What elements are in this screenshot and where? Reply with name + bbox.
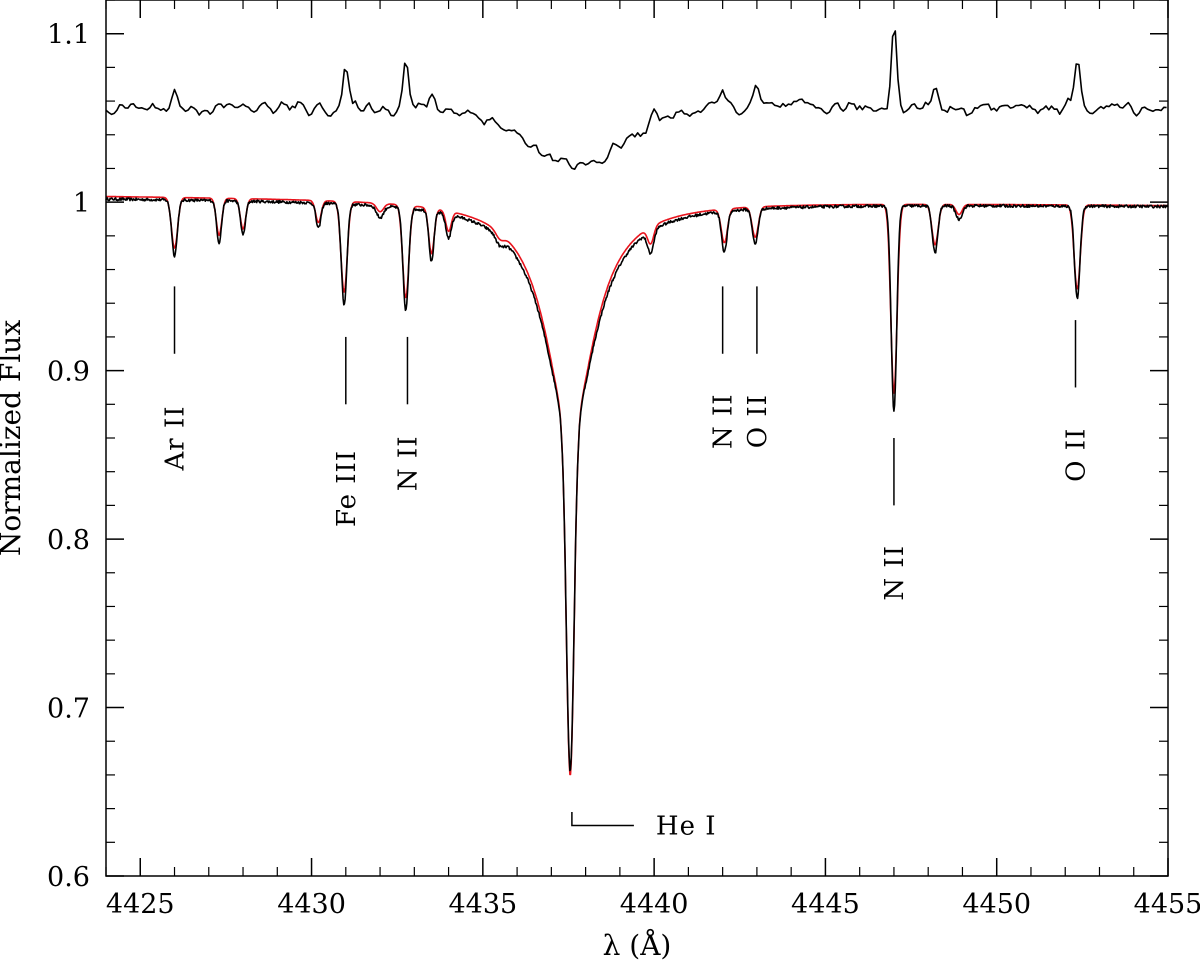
x-tick-label: 4450 bbox=[962, 889, 1031, 920]
line-id-label: N II bbox=[394, 436, 424, 492]
line-id-label: O II bbox=[1062, 428, 1092, 482]
y-tick-label: 0.6 bbox=[47, 862, 90, 893]
model-spectrum-line bbox=[105, 195, 1169, 776]
line-id-label: O II bbox=[743, 394, 773, 448]
line-id-label: N II bbox=[880, 545, 910, 601]
residual-spectrum-line bbox=[105, 30, 1167, 170]
x-tick-label: 4435 bbox=[448, 889, 517, 920]
y-axis-label: Normalized Flux bbox=[0, 320, 27, 556]
he-i-label: He I bbox=[656, 812, 717, 842]
x-tick-label: 4445 bbox=[791, 889, 860, 920]
x-axis-label: λ (Å) bbox=[603, 929, 672, 962]
y-tick-label: 0.9 bbox=[47, 357, 90, 388]
x-tick-label: 4425 bbox=[106, 889, 175, 920]
y-tick-label: 0.8 bbox=[47, 525, 90, 556]
line-id-label: N II bbox=[709, 393, 739, 449]
ticks-layer: 4425 4430 4435 4440 4445 4450 4455 0.6 0.7 0.8 0.9… bbox=[47, 0, 1200, 920]
y-tick-label: 0.7 bbox=[47, 694, 90, 725]
line-id-label: Ar II bbox=[161, 405, 191, 471]
he-i-marker bbox=[571, 812, 634, 827]
plot-layer bbox=[105, 30, 1169, 776]
y-tick-label: 1.1 bbox=[47, 20, 90, 51]
x-tick-label: 4455 bbox=[1134, 889, 1200, 920]
x-tick-label: 4430 bbox=[277, 889, 346, 920]
line-id-label: Fe III bbox=[332, 450, 362, 527]
y-tick-label: 1 bbox=[73, 188, 90, 219]
observed-spectrum-line bbox=[105, 197, 1169, 772]
x-tick-label: 4440 bbox=[620, 889, 689, 920]
